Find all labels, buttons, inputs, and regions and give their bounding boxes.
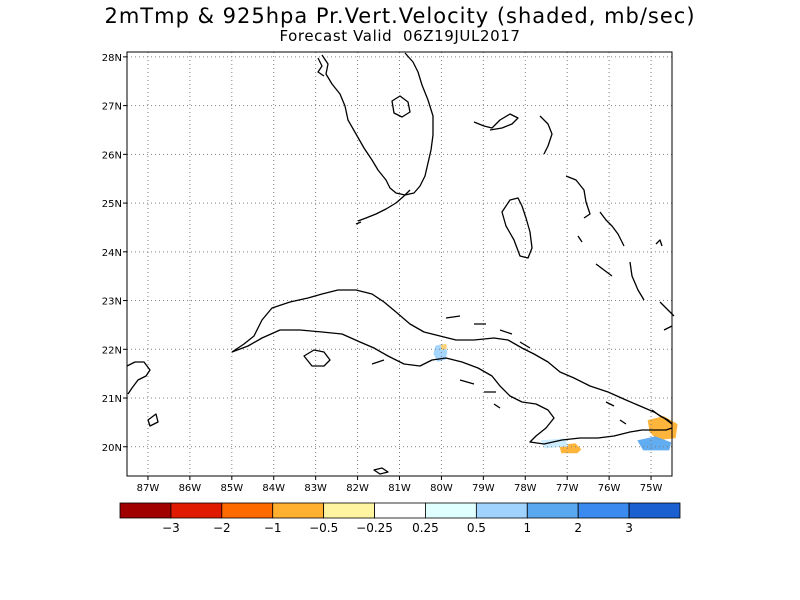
colorbar — [119, 502, 681, 519]
cuba-southeast-lightblue-shading — [540, 438, 569, 449]
colorbar-swatch — [272, 502, 325, 519]
lon-label: 82W — [346, 483, 369, 494]
colorbar-label: −1 — [264, 521, 282, 535]
lat-label: 25N — [102, 199, 122, 210]
colorbar-label: 0.25 — [412, 521, 439, 535]
andros-island — [501, 197, 533, 259]
colorbar-swatch — [221, 502, 274, 519]
haiti-orange-shading — [647, 416, 678, 441]
cuba-south-coast — [231, 329, 673, 445]
florida-peninsula-coast — [321, 52, 434, 196]
yucatan-coast — [126, 361, 151, 395]
dotted-grid — [127, 52, 672, 476]
colorbar-swatch — [475, 502, 528, 519]
cuba-north-coast — [231, 289, 673, 425]
florida-keys — [355, 189, 411, 225]
colorbar-label: −3 — [162, 521, 180, 535]
lon-label: 75W — [640, 483, 663, 494]
lon-label: 87W — [137, 483, 160, 494]
cozumel — [147, 413, 159, 427]
acklins-inagua — [655, 239, 675, 331]
lat-label: 20N — [102, 443, 122, 454]
cuba-southern-cays — [371, 359, 501, 409]
latitude-labels: 20N 21N 22N 23N 24N 25N 26N 27N 28N — [102, 53, 127, 454]
isle-of-youth — [303, 349, 331, 367]
colorbar-swatch — [323, 502, 375, 519]
colorbar-label: 3 — [625, 521, 633, 535]
lon-label: 78W — [514, 483, 537, 494]
longitude-labels: 87W 86W 85W 84W 83W 82W 81W 80W 79W 78W 77W 76W 75W — [137, 476, 663, 494]
eleuthera — [565, 175, 591, 219]
lon-label: 83W — [304, 483, 327, 494]
cuba-northern-cays — [445, 315, 531, 349]
lon-label: 85W — [220, 483, 243, 494]
colorbar-swatch — [526, 502, 579, 519]
coastlines — [126, 52, 675, 475]
colorbar-swatch — [577, 502, 630, 519]
lon-label: 76W — [598, 483, 621, 494]
cayman-islands — [373, 467, 389, 475]
haiti-blue-shading — [637, 436, 672, 451]
colorbar-swatch — [374, 502, 426, 519]
lon-label: 77W — [556, 483, 579, 494]
colorbar-label: 0.5 — [467, 521, 486, 535]
lon-label: 84W — [262, 483, 285, 494]
long-island — [595, 261, 645, 301]
lon-label: 80W — [430, 483, 453, 494]
grand-bahama — [473, 113, 519, 131]
lat-label: 26N — [102, 150, 122, 161]
colorbar-label: −0.5 — [309, 521, 338, 535]
lat-label: 24N — [102, 248, 122, 259]
map-title: 2mTmp & 925hpa Pr.Vert.Velocity (shaded,… — [104, 4, 696, 28]
colorbar-label: 2 — [574, 521, 582, 535]
lat-label: 27N — [102, 102, 122, 113]
lon-label: 81W — [388, 483, 411, 494]
lon-label: 79W — [472, 483, 495, 494]
lat-label: 23N — [102, 297, 122, 308]
colorbar-label: −2 — [213, 521, 231, 535]
velocity-shading-layer — [433, 343, 678, 454]
colorbar-swatch — [170, 502, 223, 519]
cuba-north-yellow-shading — [440, 343, 447, 350]
lat-label: 21N — [102, 394, 122, 405]
exuma-cays — [577, 211, 625, 247]
colorbar-swatch — [628, 502, 681, 519]
hispaniola-west — [605, 401, 673, 425]
lon-label: 86W — [179, 483, 202, 494]
lat-label: 28N — [102, 53, 122, 64]
colorbar-swatch — [119, 502, 172, 519]
lat-label: 22N — [102, 345, 122, 356]
abaco — [539, 115, 553, 155]
colorbar-labels: −3 −2 −1 −0.5 −0.25 0.25 0.5 1 2 3 — [162, 521, 633, 535]
colorbar-label: −0.25 — [356, 521, 393, 535]
gulf-coast-west — [317, 57, 325, 77]
colorbar-swatch — [425, 502, 477, 519]
lake-okeechobee — [391, 95, 411, 118]
colorbar-label: 1 — [523, 521, 531, 535]
forecast-valid-subtitle: Forecast Valid 06Z19JUL2017 — [279, 27, 521, 45]
